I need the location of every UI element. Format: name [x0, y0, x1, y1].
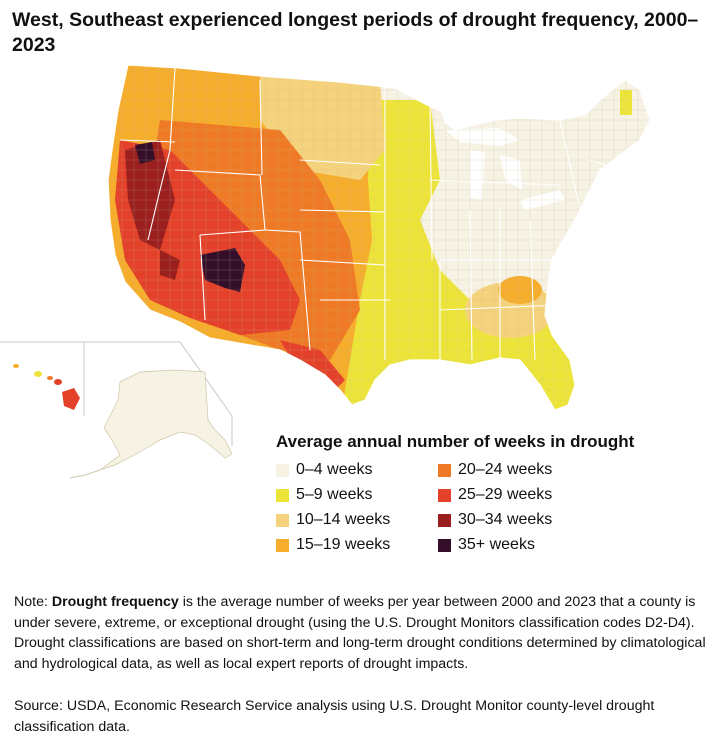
note-term: Drought frequency — [51, 594, 179, 610]
legend-label: 35+ weeks — [458, 536, 535, 553]
legend-item: 5–9 weeks — [276, 483, 426, 507]
lake — [445, 128, 520, 146]
note-body: is the average number of weeks per year … — [14, 594, 706, 672]
legend-item: 25–29 weeks — [438, 483, 598, 507]
legend-label: 20–24 weeks — [458, 461, 553, 478]
legend-item: 35+ weeks — [438, 533, 598, 557]
legend-title: Average annual number of weeks in drough… — [276, 432, 635, 451]
legend-item: 20–24 weeks — [438, 458, 598, 482]
page-title: West, Southeast experienced longest peri… — [12, 9, 699, 56]
legend-label: 15–19 weeks — [296, 536, 391, 553]
legend-swatch — [438, 538, 451, 552]
legend-swatch — [438, 488, 451, 502]
us-map-svg — [0, 64, 651, 479]
legend-label: 30–34 weeks — [458, 511, 553, 528]
note-text: Note: Drought frequency is the average n… — [14, 592, 710, 674]
legend-grid: 0–4 weeks 20–24 weeks 5–9 weeks 25–29 we… — [276, 458, 716, 557]
legend-item: 0–4 weeks — [276, 458, 426, 482]
legend-item: 15–19 weeks — [276, 533, 426, 557]
region-fill — [135, 142, 155, 164]
alaska-inset — [69, 369, 233, 479]
legend-swatch — [438, 463, 451, 477]
legend-item: 10–14 weeks — [276, 508, 426, 532]
inset-frames — [0, 341, 233, 446]
legend: Average annual number of weeks in drough… — [276, 432, 716, 557]
legend-swatch — [276, 463, 289, 477]
legend-label: 0–4 weeks — [296, 461, 373, 478]
legend-swatch — [276, 538, 289, 552]
hawaii-inset — [13, 364, 80, 410]
legend-label: 5–9 weeks — [296, 486, 373, 503]
legend-item: 30–34 weeks — [438, 508, 598, 532]
source-text: Source: USDA, Economic Research Service … — [14, 698, 655, 735]
lake — [500, 155, 522, 190]
legend-swatch — [276, 488, 289, 502]
region-fill — [125, 140, 175, 250]
legend-label: 25–29 weeks — [458, 486, 553, 503]
legend-swatch — [276, 513, 289, 527]
conus-fills — [108, 65, 650, 410]
legend-swatch — [438, 513, 451, 527]
lake — [470, 150, 485, 200]
note-prefix: Note: — [14, 594, 52, 610]
state-borders — [119, 67, 621, 361]
legend-label: 10–14 weeks — [296, 511, 391, 528]
drought-map — [0, 60, 720, 480]
